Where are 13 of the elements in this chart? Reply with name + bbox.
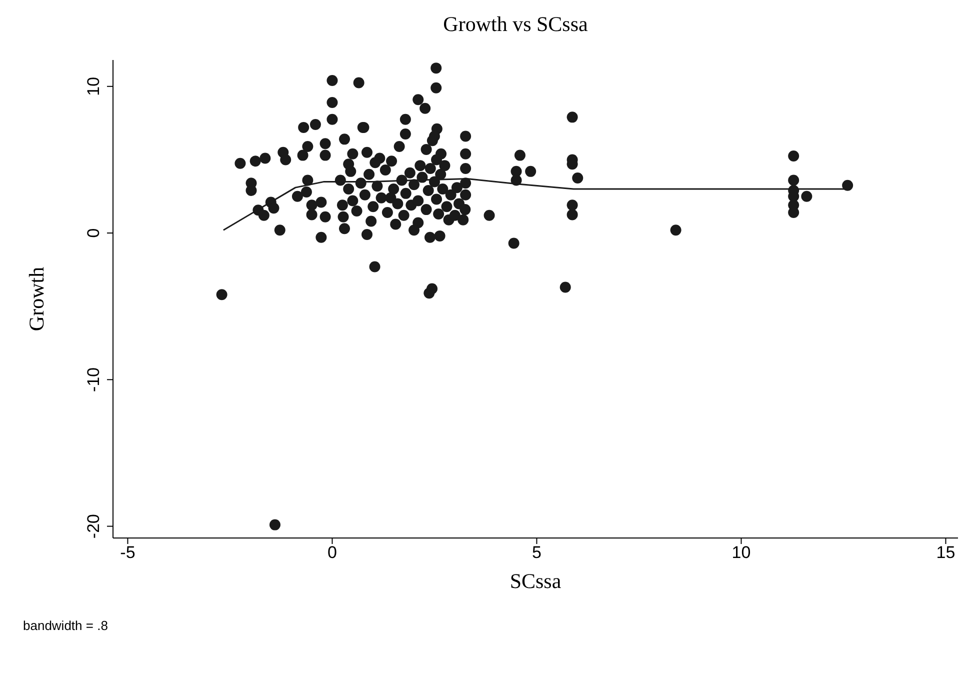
y-tick-label: -10 — [84, 367, 103, 392]
text: bandwidth = .8 — [23, 618, 108, 633]
x-tick-label: 0 — [327, 543, 337, 562]
chart-title: Growth vs SCssa — [442, 12, 589, 37]
x-tick-label: 15 — [936, 543, 956, 562]
x-tick-label: 10 — [732, 543, 751, 562]
y-tick-label: 0 — [84, 228, 103, 238]
x-axis-title: SCssa — [510, 569, 562, 593]
y-tick-label: -20 — [84, 514, 103, 539]
y-tick-label: 10 — [84, 76, 103, 96]
y-axis-title: Growth — [24, 266, 48, 332]
x-tick-label: 5 — [532, 543, 542, 562]
x-tick-label: -5 — [120, 543, 136, 562]
